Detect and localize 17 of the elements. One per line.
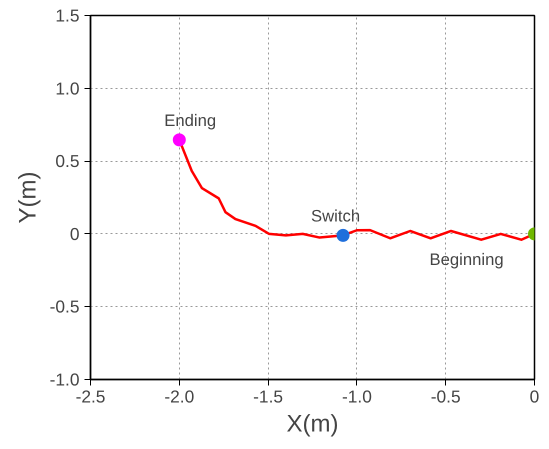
annotation: Ending — [164, 110, 216, 130]
annotation: Switch — [311, 206, 360, 226]
x-tick-label: -2.5 — [76, 386, 106, 406]
x-tick-label: -1.5 — [253, 386, 284, 406]
y-tick-label: 0.5 — [55, 151, 80, 172]
x-tick-label: -2.0 — [164, 386, 194, 406]
y-tick-label: 0 — [70, 224, 80, 244]
y-tick-label: 1.5 — [55, 6, 80, 26]
y-tick-label: -1.0 — [50, 370, 80, 390]
annotation: Beginning — [430, 250, 504, 269]
x-tick-label: 0 — [530, 386, 540, 406]
y-axis-title: Y(m) — [14, 172, 42, 224]
y-tick-label: -0.5 — [50, 296, 80, 317]
x-axis-title: X(m) — [286, 410, 338, 438]
x-tick-label: -0.5 — [430, 386, 461, 406]
y-tick-label: 1.0 — [55, 78, 80, 98]
x-tick-label: -1.0 — [342, 386, 372, 406]
